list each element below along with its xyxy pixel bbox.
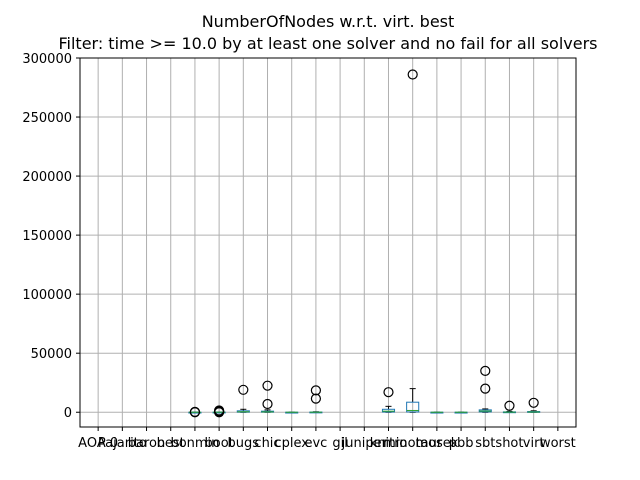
x-tick-label: boot (204, 436, 233, 451)
box-cplex (285, 411, 299, 414)
outlier-point (310, 385, 322, 396)
x-tick-label: gil (332, 436, 347, 451)
x-tick-label: sbt (475, 436, 495, 451)
box-iqr (381, 408, 396, 413)
box-boot (212, 405, 226, 418)
outlier-point (238, 384, 249, 395)
box-evc (309, 385, 323, 414)
y-tick-label: 50000 (31, 347, 72, 362)
outlier-point (262, 398, 273, 410)
box-iqr (406, 401, 420, 413)
x-tick-label: shot (495, 436, 523, 451)
x-tick-label: Pajarito (98, 436, 147, 451)
outlier-point (480, 365, 491, 377)
y-axis-ticks: 0 50000 100000 150000 200000 250000 300000 (22, 52, 80, 421)
outlier-point (383, 387, 394, 398)
outlier-point (262, 380, 273, 391)
chart-title: NumberOfNodes w.r.t. virt. best (202, 12, 455, 31)
box-sbt (478, 365, 492, 413)
box-bonmin (188, 406, 202, 418)
outlier-point (480, 383, 491, 394)
x-axis-ticks: AOA 0Pajaritobaronbestbonminbootbugschic… (78, 427, 576, 451)
box-virt (527, 397, 541, 413)
box-pbb (454, 411, 468, 414)
x-tick-label: evc (304, 436, 327, 451)
x-tick-label: minotaur (383, 436, 443, 451)
box-shot (502, 400, 517, 414)
plot-frame (79, 57, 577, 428)
x-tick-label: juniper (341, 436, 388, 451)
chart-subtitle: Filter: time >= 10.0 by at least one sol… (58, 34, 597, 53)
boxes-layer (188, 69, 541, 418)
outlier-point (407, 69, 418, 80)
x-tick-label: bugs (228, 436, 260, 451)
y-tick-label: 300000 (22, 52, 72, 67)
x-tick-label: virt (523, 436, 545, 451)
x-tick-label: knitro (370, 436, 408, 451)
outlier-point (310, 393, 322, 404)
x-tick-label: AOA 0 (78, 436, 118, 451)
outlier-point (528, 397, 539, 408)
outlier-point (214, 405, 225, 416)
x-tick-label: mosek (415, 436, 458, 451)
y-tick-label: 150000 (22, 229, 72, 244)
x-tick-label: bonmin (170, 436, 219, 451)
box-bugs (236, 384, 250, 413)
x-tick-label: pbb (449, 436, 474, 451)
y-tick-label: 200000 (22, 170, 72, 185)
y-tick-label: 0 (64, 406, 72, 421)
outlier-point (189, 406, 201, 417)
x-tick-label: chic (254, 436, 280, 451)
box-chic (260, 380, 275, 413)
y-tick-label: 100000 (22, 288, 72, 303)
x-tick-label: baron (128, 436, 165, 451)
x-tick-label: cplex (274, 436, 309, 451)
x-tick-label: best (157, 436, 185, 451)
y-tick-label: 250000 (22, 111, 72, 126)
box-knitro (381, 387, 396, 413)
outlier-point (504, 400, 515, 411)
box-minotaur (406, 69, 420, 413)
x-tick-label: worst (540, 436, 576, 451)
grid-layer (80, 57, 576, 427)
box-mosek (430, 411, 444, 414)
